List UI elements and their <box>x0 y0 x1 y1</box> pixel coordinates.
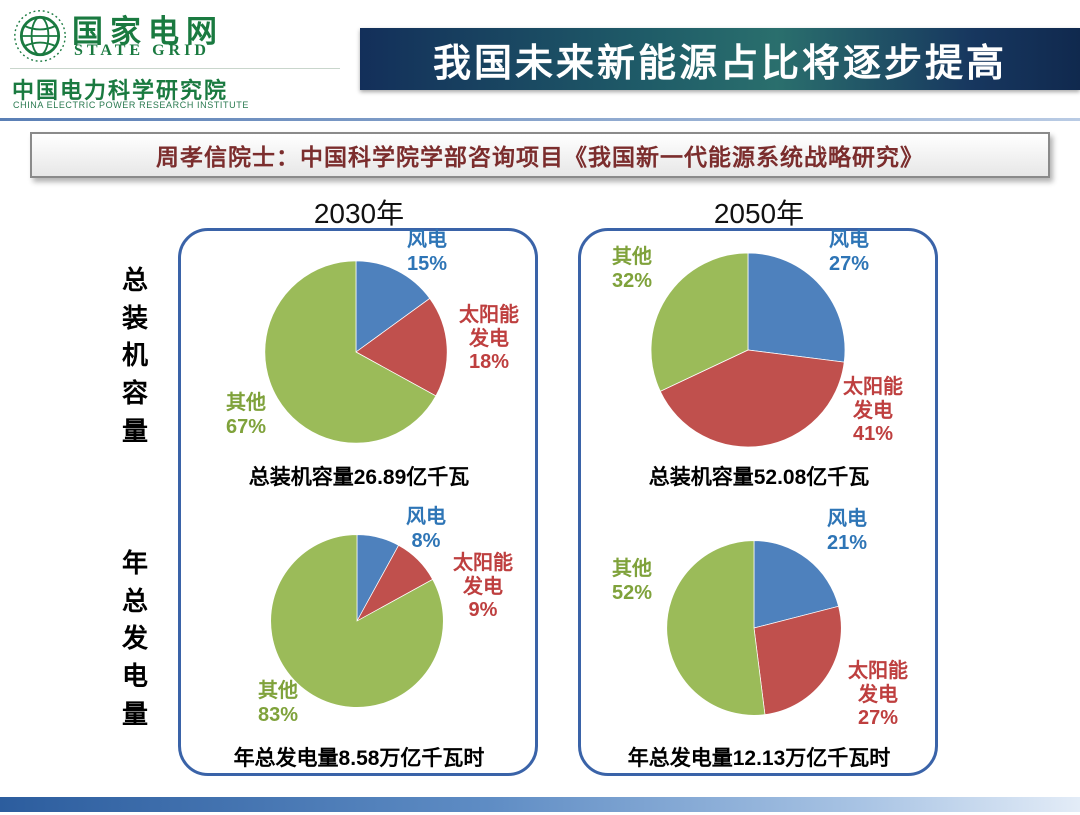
series-name: 风电 <box>829 229 869 251</box>
series-percent: 9 <box>450 599 516 623</box>
series-name: 风电 <box>407 229 447 251</box>
pie-label-wind: 风电 21 <box>818 508 876 555</box>
pie-label-wind: 风电 27 <box>820 229 878 276</box>
series-name: 太阳能发电 <box>453 552 513 598</box>
pie-2030-capacity <box>262 258 450 446</box>
caption-2050-generation: 年总发电量12.13万亿千瓦时 <box>627 747 891 770</box>
header-divider <box>0 118 1080 121</box>
series-name: 风电 <box>406 506 446 528</box>
bottom-bar <box>0 797 1080 812</box>
series-percent: 67 <box>220 416 272 440</box>
row-label-annual-generation: 年总发电量 <box>121 548 148 729</box>
series-name: 其他 <box>258 680 298 702</box>
caption-2030-generation: 年总发电量8.58万亿千瓦时 <box>233 747 485 770</box>
series-percent: 83 <box>252 704 304 728</box>
pie-label-other: 其他 83 <box>252 680 304 727</box>
logo-divider <box>10 68 340 69</box>
pie-label-other: 其他 67 <box>220 392 272 439</box>
slide-title: 我国未来新能源占比将逐步提高 <box>432 42 1007 85</box>
series-name: 其他 <box>612 558 652 580</box>
column-header-2050: 2050年 <box>713 198 805 229</box>
institute-name-cn: 中国电力科学研究院 <box>12 78 229 103</box>
subtitle-box: 周孝信院士：中国科学院学部咨询项目《我国新一代能源系统战略研究》 <box>30 132 1050 178</box>
series-name: 其他 <box>226 392 266 414</box>
series-percent: 27 <box>845 707 911 731</box>
series-percent: 8 <box>400 530 452 554</box>
pie-2030-generation <box>268 532 446 710</box>
org-name-cn: 国家电网 <box>72 14 224 49</box>
institute-name-en: CHINA ELECTRIC POWER RESEARCH INSTITUTE <box>13 100 249 110</box>
pie-label-solar: 太阳能发电 27 <box>845 660 911 731</box>
pie-label-solar: 太阳能发电 41 <box>840 376 906 447</box>
pie-label-wind: 风电 8 <box>400 506 452 553</box>
caption-2050-capacity: 总装机容量52.08亿千瓦 <box>648 466 870 489</box>
series-percent: 18 <box>456 351 522 375</box>
pie-2050-capacity <box>648 250 848 450</box>
series-name: 太阳能发电 <box>459 304 519 350</box>
series-name: 太阳能发电 <box>848 660 908 706</box>
series-percent: 21 <box>818 532 876 556</box>
series-name: 其他 <box>612 246 652 268</box>
pie-label-solar: 太阳能发电 18 <box>456 304 522 375</box>
series-percent: 27 <box>820 253 878 277</box>
pie-label-other: 其他 32 <box>606 246 658 293</box>
series-percent: 52 <box>606 582 658 606</box>
state-grid-logo-icon <box>12 8 68 69</box>
pie-label-solar: 太阳能发电 9 <box>450 552 516 623</box>
series-percent: 41 <box>840 423 906 447</box>
subtitle-text: 周孝信院士：中国科学院学部咨询项目《我国新一代能源系统战略研究》 <box>156 144 924 170</box>
series-name: 太阳能发电 <box>843 376 903 422</box>
pie-label-wind: 风电 15 <box>398 229 456 276</box>
pie-label-other: 其他 52 <box>606 558 658 605</box>
pie-2050-generation <box>664 538 844 718</box>
series-name: 风电 <box>827 508 867 530</box>
caption-2030-capacity: 总装机容量26.89亿千瓦 <box>248 466 470 489</box>
slide-title-banner: 我国未来新能源占比将逐步提高 <box>360 28 1080 90</box>
org-name-en: STATE GRID <box>74 42 210 59</box>
series-percent: 32 <box>606 270 658 294</box>
series-percent: 15 <box>398 253 456 277</box>
row-label-installed-capacity: 总装机容量 <box>121 265 148 446</box>
column-header-2030: 2030年 <box>313 198 405 229</box>
